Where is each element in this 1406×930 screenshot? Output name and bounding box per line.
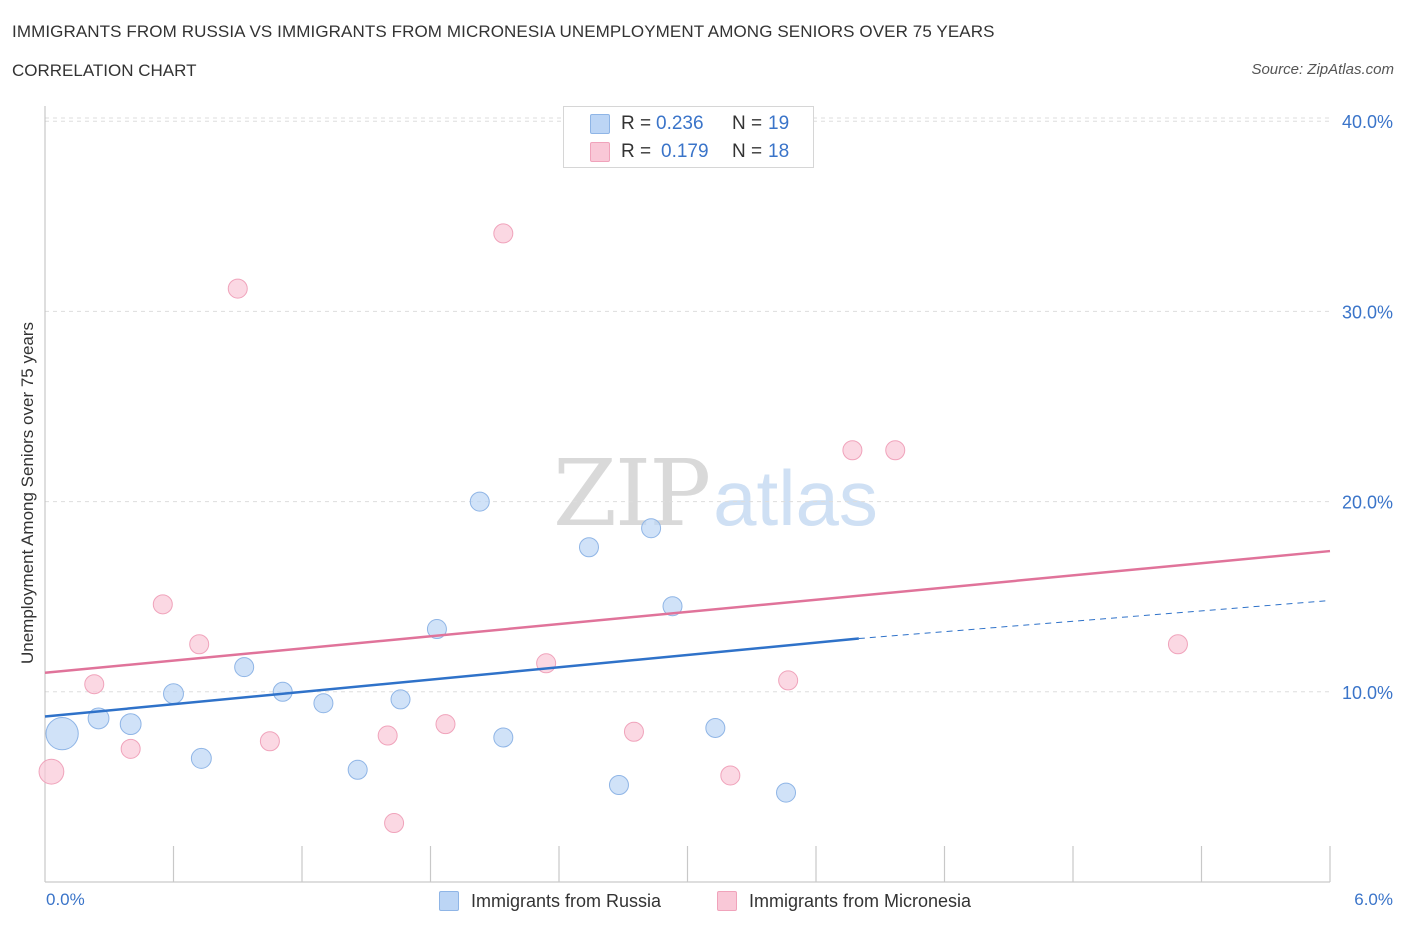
micronesia-point xyxy=(377,725,398,746)
russia-point xyxy=(426,619,447,640)
russia-point xyxy=(469,491,490,512)
stats-row-russia: R = 0.236 N = 19 xyxy=(564,110,813,138)
russia-point xyxy=(578,537,599,558)
stats-row-micronesia: R = 0.179 N = 18 xyxy=(564,138,813,166)
micronesia-swatch xyxy=(590,142,610,162)
russia-trend-line xyxy=(44,637,859,718)
russia-point xyxy=(272,681,293,702)
stats-box: R = 0.236 N = 19 R = 0.179 N = 18 xyxy=(563,106,814,168)
micronesia-point xyxy=(1167,634,1188,655)
russia-point xyxy=(662,596,683,617)
russia-point xyxy=(776,782,797,803)
micronesia-point xyxy=(778,670,799,691)
russia-point xyxy=(313,693,334,714)
micronesia-point xyxy=(885,440,906,461)
legend-micronesia-label: Immigrants from Micronesia xyxy=(749,890,972,911)
micronesia-point xyxy=(623,721,644,742)
y-tick-label: 40.0% xyxy=(1342,112,1393,132)
russia-n-label: N = xyxy=(732,113,763,134)
russia-point xyxy=(190,747,212,769)
legend-micronesia-swatch xyxy=(717,891,737,911)
x-axis-max-label: 6.0% xyxy=(1354,890,1393,909)
micronesia-n-label: N = xyxy=(732,141,763,162)
micronesia-point xyxy=(38,758,65,785)
micronesia-point xyxy=(84,674,105,695)
russia-point xyxy=(390,689,411,710)
russia-point xyxy=(641,518,662,539)
micronesia-trend-line xyxy=(44,549,1331,675)
x-axis-min-label: 0.0% xyxy=(46,890,85,909)
russia-n-value: 19 xyxy=(768,113,790,134)
y-axis-label: Unemployment Among Seniors over 75 years xyxy=(18,321,37,665)
russia-point xyxy=(493,727,514,748)
micronesia-point xyxy=(842,440,863,461)
legend-russia-swatch xyxy=(439,891,459,911)
watermark-zip: ZIP xyxy=(553,440,711,547)
russia-point xyxy=(163,683,184,705)
y-tick-label: 10.0% xyxy=(1342,683,1393,703)
micronesia-point xyxy=(227,278,248,299)
micronesia-point xyxy=(720,765,741,786)
watermark: ZIPatlas xyxy=(553,440,878,547)
micronesia-point xyxy=(120,738,141,759)
y-tick-label: 20.0% xyxy=(1342,493,1393,513)
russia-point xyxy=(119,713,142,736)
micronesia-r-label: R = xyxy=(621,141,652,162)
russia-point xyxy=(45,717,79,751)
russia-trend-extension xyxy=(858,600,1331,640)
russia-point xyxy=(87,707,110,730)
micronesia-point xyxy=(493,223,514,244)
micronesia-n-value: 18 xyxy=(768,141,790,162)
micronesia-point xyxy=(259,731,280,752)
russia-r-label: R = xyxy=(621,113,652,134)
russia-swatch xyxy=(590,114,610,134)
russia-point xyxy=(705,717,726,738)
y-tick-label: 30.0% xyxy=(1342,302,1393,322)
chart-subtitle: CORRELATION CHART xyxy=(12,61,197,80)
russia-r-value: 0.236 xyxy=(656,113,704,134)
russia-point xyxy=(608,775,629,795)
chart-title: IMMIGRANTS FROM RUSSIA VS IMMIGRANTS FRO… xyxy=(12,22,995,41)
micronesia-point xyxy=(384,813,405,834)
source-credit: Source: ZipAtlas.com xyxy=(1251,61,1394,78)
micronesia-point xyxy=(435,714,456,735)
legend-item-micronesia[interactable]: Immigrants from Micronesia xyxy=(717,889,971,913)
legend-russia-label: Immigrants from Russia xyxy=(471,890,662,911)
russia-point xyxy=(347,759,368,780)
micronesia-point xyxy=(189,634,210,655)
russia-point xyxy=(234,657,255,678)
micronesia-r-value: 0.179 xyxy=(661,141,709,162)
watermark-atlas: atlas xyxy=(713,454,878,542)
legend-item-russia[interactable]: Immigrants from Russia xyxy=(439,889,661,913)
micronesia-point xyxy=(152,594,173,615)
